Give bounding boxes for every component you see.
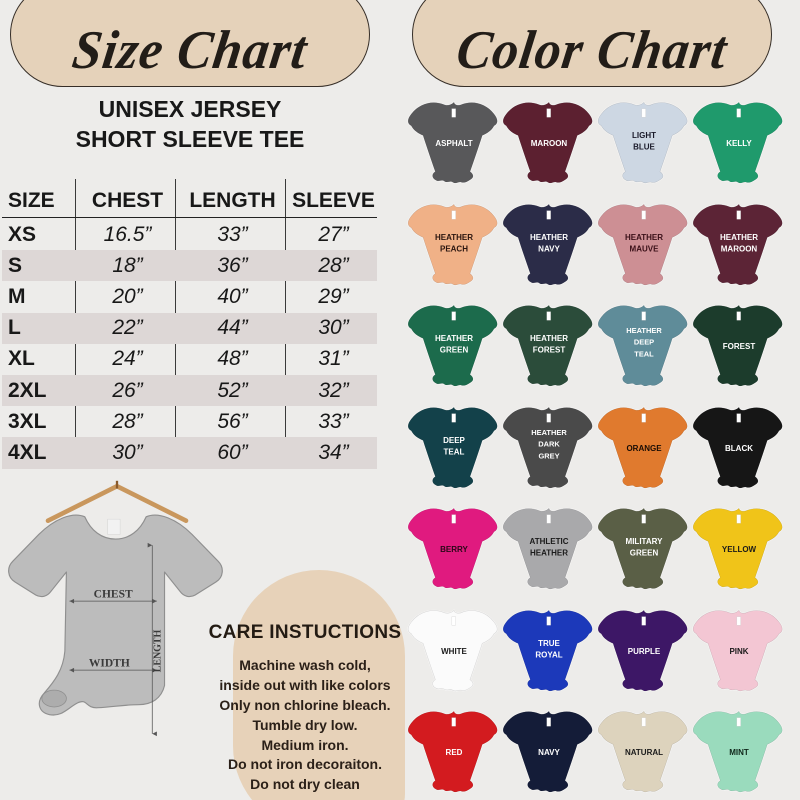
svg-text:HEATHER: HEATHER xyxy=(435,233,473,242)
svg-text:ASPHALT: ASPHALT xyxy=(435,139,472,148)
svg-text:HEATHER: HEATHER xyxy=(626,326,662,335)
svg-text:MAUVE: MAUVE xyxy=(630,244,660,253)
svg-text:HEATHER: HEATHER xyxy=(720,233,758,242)
svg-text:PINK: PINK xyxy=(729,647,748,656)
svg-text:HEATHER: HEATHER xyxy=(625,233,663,242)
svg-text:MAROON: MAROON xyxy=(721,244,758,253)
svg-text:ORANGE: ORANGE xyxy=(626,444,662,453)
svg-text:LIGHT: LIGHT xyxy=(632,131,656,140)
svg-text:BLACK: BLACK xyxy=(725,444,753,453)
svg-text:HEATHER: HEATHER xyxy=(531,428,567,437)
svg-text:TRUE: TRUE xyxy=(538,639,560,648)
svg-text:PEACH: PEACH xyxy=(440,244,468,253)
svg-text:GREEN: GREEN xyxy=(630,549,659,558)
svg-text:MINT: MINT xyxy=(729,748,749,757)
svg-text:WHITE: WHITE xyxy=(441,647,467,656)
svg-text:HEATHER: HEATHER xyxy=(530,334,568,343)
svg-text:ATHLETIC: ATHLETIC xyxy=(530,537,569,546)
svg-text:ROYAL: ROYAL xyxy=(535,650,562,659)
svg-text:DARK: DARK xyxy=(538,439,560,448)
svg-text:KELLY: KELLY xyxy=(726,139,752,148)
svg-text:NAVY: NAVY xyxy=(538,748,560,757)
svg-text:CHEST: CHEST xyxy=(94,588,133,600)
svg-text:BERRY: BERRY xyxy=(440,545,468,554)
svg-text:NATURAL: NATURAL xyxy=(625,748,663,757)
svg-text:HEATHER: HEATHER xyxy=(530,233,568,242)
svg-text:DEEP: DEEP xyxy=(443,436,465,445)
svg-text:TEAL: TEAL xyxy=(634,349,654,358)
svg-text:NAVY: NAVY xyxy=(538,244,560,253)
svg-text:HEATHER: HEATHER xyxy=(530,549,568,558)
svg-text:DEEP: DEEP xyxy=(634,338,654,347)
svg-text:FOREST: FOREST xyxy=(533,346,566,355)
svg-text:BLUE: BLUE xyxy=(633,143,655,152)
svg-text:WIDTH: WIDTH xyxy=(89,657,130,669)
svg-text:YELLOW: YELLOW xyxy=(722,545,757,554)
svg-text:MILITARY: MILITARY xyxy=(626,537,664,546)
svg-text:MAROON: MAROON xyxy=(531,139,568,148)
svg-text:GREY: GREY xyxy=(538,451,559,460)
svg-text:GREEN: GREEN xyxy=(440,346,469,355)
svg-text:TEAL: TEAL xyxy=(444,447,465,456)
svg-text:PURPLE: PURPLE xyxy=(628,647,661,656)
svg-text:HEATHER: HEATHER xyxy=(435,334,473,343)
svg-text:FOREST: FOREST xyxy=(723,342,756,351)
